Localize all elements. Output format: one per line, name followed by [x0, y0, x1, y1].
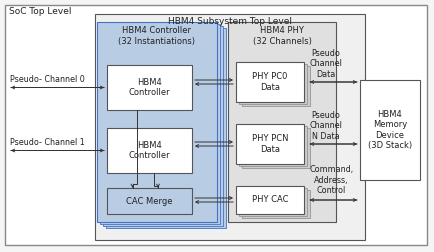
- Text: Pseudo- Channel 1: Pseudo- Channel 1: [10, 138, 85, 147]
- Bar: [228, 22, 336, 222]
- Bar: [107, 128, 192, 173]
- Text: HBM4 Subsystem Top Level: HBM4 Subsystem Top Level: [168, 16, 292, 25]
- Bar: [239, 126, 307, 166]
- Text: PHY PC0
Data: PHY PC0 Data: [252, 72, 288, 92]
- Bar: [106, 28, 226, 228]
- Bar: [97, 22, 217, 222]
- Text: PHY PCN
Data: PHY PCN Data: [252, 134, 288, 154]
- Bar: [236, 62, 304, 102]
- Bar: [242, 128, 310, 168]
- Bar: [236, 124, 304, 164]
- Bar: [242, 190, 310, 218]
- Text: Pseudo- Channel 0: Pseudo- Channel 0: [10, 75, 85, 84]
- Text: HBM4
Controller: HBM4 Controller: [129, 141, 170, 160]
- Bar: [239, 188, 307, 216]
- Text: Command,
Address,
Control: Command, Address, Control: [309, 165, 353, 195]
- Bar: [107, 65, 192, 110]
- Bar: [239, 64, 307, 104]
- Bar: [360, 80, 420, 180]
- Text: HBM4
Memory
Device
(3D Stack): HBM4 Memory Device (3D Stack): [368, 110, 412, 150]
- Bar: [95, 14, 365, 240]
- Text: HBM4 Controller
(32 Instantiations): HBM4 Controller (32 Instantiations): [118, 26, 195, 46]
- Text: CAC Merge: CAC Merge: [126, 197, 173, 205]
- Text: PHY CAC: PHY CAC: [252, 196, 288, 205]
- Text: Pseudo
Channel
N Data: Pseudo Channel N Data: [309, 111, 342, 141]
- Text: SoC Top Level: SoC Top Level: [9, 8, 72, 16]
- Bar: [242, 66, 310, 106]
- Bar: [103, 26, 223, 226]
- Bar: [100, 24, 220, 224]
- Text: HBM4 PHY
(32 Channels): HBM4 PHY (32 Channels): [253, 26, 312, 46]
- Bar: [107, 188, 192, 214]
- Text: Pseudo
Channel
Data: Pseudo Channel Data: [309, 49, 342, 79]
- Bar: [236, 186, 304, 214]
- Text: HBM4
Controller: HBM4 Controller: [129, 78, 170, 97]
